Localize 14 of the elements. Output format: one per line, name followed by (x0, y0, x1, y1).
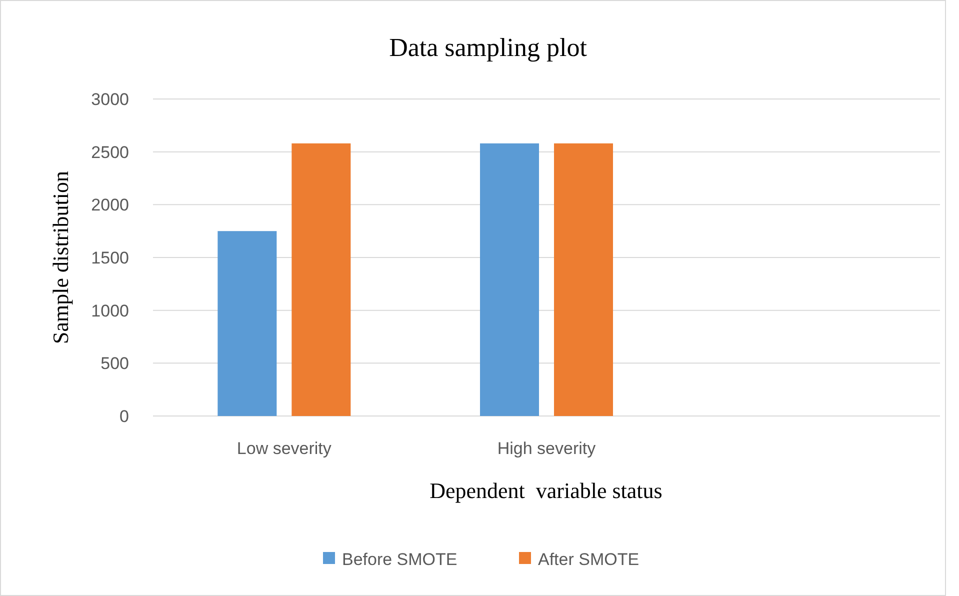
y-tick-label: 1500 (91, 248, 129, 268)
y-tick-label: 500 (100, 354, 129, 374)
y-axis-title: Sample distribution (48, 171, 73, 344)
y-tick-label: 2000 (91, 196, 129, 215)
legend-label: After SMOTE (538, 550, 640, 569)
y-tick-label: 0 (120, 406, 129, 426)
x-tick-label: High severity (497, 439, 596, 458)
y-tick-label: 1000 (91, 301, 129, 320)
chart-title: Data sampling plot (389, 33, 588, 62)
y-tick-label: 3000 (91, 90, 129, 109)
x-tick-label: Low severity (236, 439, 332, 458)
legend-label: Before SMOTE (342, 550, 458, 569)
y-tick-label: 2500 (91, 142, 129, 162)
x-axis-title: Dependent variable status (430, 478, 662, 503)
